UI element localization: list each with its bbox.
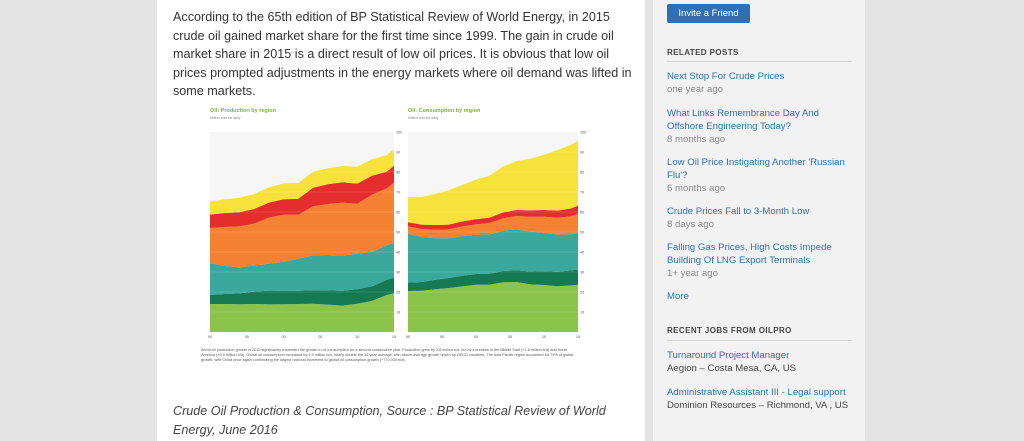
related-post: Crude Prices Fall to 3-Month Low 8 days … bbox=[667, 205, 857, 231]
related-post: Low Oil Price Instigating Another 'Russi… bbox=[667, 156, 857, 195]
y-tick-label: 10 bbox=[396, 310, 400, 314]
area-series-africa bbox=[408, 205, 578, 230]
invite-friend-button[interactable]: Invite a Friend bbox=[667, 4, 750, 23]
article-content: According to the 65th edition of BP Stat… bbox=[157, 0, 645, 441]
related-post-link[interactable]: Next Stop For Crude Prices bbox=[667, 71, 785, 82]
related-post-date: 8 days ago bbox=[667, 219, 714, 230]
left-chart-title: Oil: Production by region bbox=[210, 108, 277, 114]
y-tick-label: 30 bbox=[580, 270, 584, 274]
right-chart-subtitle: Million barrels daily bbox=[408, 116, 439, 120]
related-post-date: 1+ year ago bbox=[667, 268, 718, 279]
more-posts-link[interactable]: More bbox=[667, 291, 689, 302]
y-tick-label: 30 bbox=[396, 270, 400, 274]
y-tick-label: 50 bbox=[396, 230, 400, 234]
y-tick-label: 70 bbox=[396, 190, 400, 194]
x-tick-label: 00 bbox=[281, 335, 285, 339]
x-tick-label: 95 bbox=[245, 335, 249, 339]
related-post: What Links Remembrance Day And Offshore … bbox=[667, 107, 857, 146]
column-gap bbox=[645, 0, 653, 441]
related-post-date: 6 months ago bbox=[667, 183, 726, 194]
job-item: Administrative Assistant III - Legal sup… bbox=[667, 386, 857, 412]
related-post-link[interactable]: What Links Remembrance Day And Offshore … bbox=[667, 108, 819, 132]
y-tick-label: 10 bbox=[580, 310, 584, 314]
sidebar: Invite a Friend RELATED POSTS Next Stop … bbox=[653, 0, 865, 441]
production-chart: 10 20 30 40 50 60 70 80 90 100 90 95 00 05 10 15 bbox=[208, 130, 402, 339]
y-tick-label: 40 bbox=[580, 250, 584, 254]
x-tick-label: 15 bbox=[392, 335, 396, 339]
y-tick-label: 60 bbox=[580, 210, 584, 214]
area-series-africa bbox=[210, 165, 394, 228]
recent-jobs-divider bbox=[667, 340, 852, 341]
recent-jobs-heading: RECENT JOBS FROM OILPRO bbox=[667, 326, 792, 335]
related-posts-divider bbox=[667, 61, 852, 62]
job-link[interactable]: Administrative Assistant III - Legal sup… bbox=[667, 387, 846, 398]
related-post-link[interactable]: Falling Gas Prices, High Costs Impede Bu… bbox=[667, 242, 832, 266]
y-tick-label: 40 bbox=[396, 250, 400, 254]
x-tick-label: 90 bbox=[208, 335, 212, 339]
area-series-asia-pacific bbox=[210, 149, 394, 215]
article-intro: According to the 65th edition of BP Stat… bbox=[173, 10, 632, 99]
left-chart-subtitle: Million barrels daily bbox=[210, 116, 241, 120]
related-post: Next Stop For Crude Prices one year ago bbox=[667, 70, 857, 96]
y-tick-label: 20 bbox=[396, 290, 400, 294]
job-item: Turnaround Project Manager Aegion – Cost… bbox=[667, 349, 857, 375]
y-tick-label: 90 bbox=[580, 150, 584, 154]
y-tick-label: 80 bbox=[396, 170, 400, 174]
x-tick-label: 05 bbox=[508, 335, 512, 339]
y-tick-label: 60 bbox=[396, 210, 400, 214]
right-chart-title: Oil: Consumption by region bbox=[408, 108, 481, 114]
figure-footnote: World oil production growth in 2015 sign… bbox=[201, 348, 574, 362]
related-posts-heading: RELATED POSTS bbox=[667, 48, 739, 57]
area-series-middle-east bbox=[210, 182, 394, 268]
x-tick-label: 10 bbox=[355, 335, 359, 339]
x-tick-label: 05 bbox=[318, 335, 322, 339]
x-tick-label: 00 bbox=[474, 335, 478, 339]
area-series-north-america bbox=[408, 282, 578, 332]
y-tick-label: 70 bbox=[580, 190, 584, 194]
x-tick-label: 90 bbox=[406, 335, 410, 339]
figure-image: Oil: Production by region Million barrel… bbox=[198, 98, 586, 386]
area-series-north-america bbox=[210, 293, 394, 332]
related-post-date: one year ago bbox=[667, 84, 724, 95]
consumption-chart: 10 20 30 40 50 60 70 80 90 100 90 95 00 05 10 15 bbox=[406, 130, 586, 339]
x-tick-label: 10 bbox=[542, 335, 546, 339]
area-series-asia-pacific bbox=[408, 140, 578, 225]
area-series-s-cent-america bbox=[408, 269, 578, 291]
related-post: Falling Gas Prices, High Costs Impede Bu… bbox=[667, 241, 857, 280]
area-series-s-cent-america bbox=[210, 277, 394, 306]
related-post-link[interactable]: Low Oil Price Instigating Another 'Russi… bbox=[667, 157, 845, 181]
y-tick-label: 50 bbox=[580, 230, 584, 234]
y-tick-label: 20 bbox=[580, 290, 584, 294]
oil-charts-figure: Oil: Production by region Million barrel… bbox=[201, 108, 586, 362]
y-tick-label: 100 bbox=[396, 130, 402, 134]
area-series-middle-east bbox=[408, 213, 578, 239]
related-post-date: 8 months ago bbox=[667, 134, 726, 145]
related-post-link[interactable]: Crude Prices Fall to 3-Month Low bbox=[667, 206, 810, 217]
figure-caption: Crude Oil Production & Consumption, Sour… bbox=[173, 404, 606, 437]
area-series-europe-eurasia bbox=[408, 229, 578, 283]
y-tick-label: 100 bbox=[580, 130, 586, 134]
y-tick-label: 90 bbox=[396, 150, 400, 154]
y-tick-label: 80 bbox=[580, 170, 584, 174]
area-series-europe-eurasia bbox=[210, 242, 394, 295]
job-link[interactable]: Turnaround Project Manager bbox=[667, 350, 790, 361]
job-location: Aegion – Costa Mesa, CA, US bbox=[667, 363, 797, 374]
x-tick-label: 15 bbox=[576, 335, 580, 339]
x-tick-label: 95 bbox=[440, 335, 444, 339]
job-location: Dominion Resources – Richmond, VA , US bbox=[667, 400, 849, 411]
